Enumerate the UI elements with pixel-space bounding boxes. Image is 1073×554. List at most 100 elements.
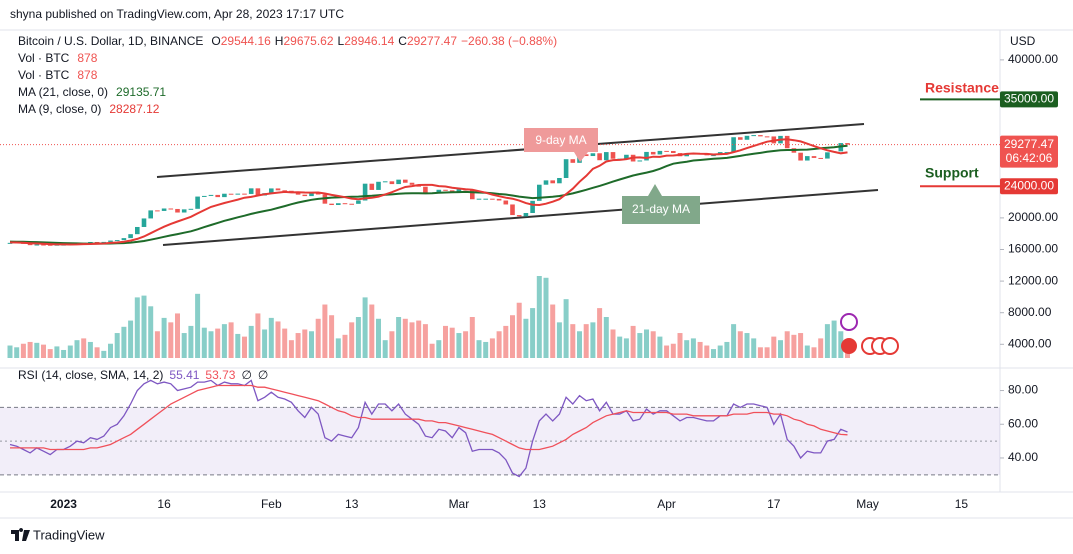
candle [490, 198, 495, 200]
rsi-line [9, 379, 848, 478]
y-tick-label: 8000.00 [1008, 305, 1052, 319]
price-unit: USD [1010, 34, 1036, 48]
candle [47, 244, 53, 246]
candle [94, 241, 100, 243]
candle [764, 136, 770, 138]
volume-bar [577, 331, 582, 358]
candle [657, 150, 663, 155]
volume-bar [811, 347, 817, 358]
volume-bar [824, 324, 830, 358]
candle [811, 156, 817, 158]
volume-bar [282, 328, 288, 358]
ohlc-value: 29544.16 [221, 34, 271, 48]
legend-row: Vol · BTC 878 [18, 51, 98, 65]
volume-bar [791, 334, 797, 358]
candle [289, 190, 294, 192]
volume-bar [228, 322, 234, 358]
candle [369, 183, 375, 190]
volume-bar [389, 331, 395, 358]
ohlc-value: 29277.47 [407, 34, 457, 48]
y-tick-label: 12000.00 [1008, 273, 1058, 287]
volume-bar [436, 340, 442, 358]
candle [34, 244, 40, 246]
candle [784, 135, 790, 149]
volume-bar [429, 343, 435, 358]
volume-bar [141, 295, 147, 358]
volume-bar [831, 320, 837, 358]
volume-bar [362, 297, 368, 358]
candle [302, 194, 308, 197]
volume-bar [275, 321, 281, 358]
last-price-box [1000, 135, 1058, 168]
volume-bar [784, 331, 790, 358]
volume-bar [134, 297, 140, 358]
volume-bar [322, 304, 328, 358]
ma-value: 28287.12 [109, 102, 159, 116]
volume-bar [757, 347, 763, 358]
volume-bar [235, 333, 241, 358]
last-price-label: 29277.47 [1004, 137, 1054, 151]
ma-line [9, 144, 848, 245]
volume-bar [764, 347, 770, 358]
annotation-21day: 21-day MA [632, 202, 690, 216]
candle [650, 151, 656, 155]
candle [188, 208, 194, 210]
volume-bar [74, 340, 80, 358]
ohlc-value: 29675.62 [283, 34, 333, 48]
rsi-y-tick-label: 80.00 [1008, 383, 1038, 397]
volume-bar [798, 333, 804, 358]
volume-bar [516, 302, 522, 358]
volume-bar [34, 342, 40, 358]
volume-bar [563, 299, 569, 358]
volume-name: Vol · BTC [18, 68, 70, 82]
volume-bar [704, 345, 710, 358]
candle [530, 200, 535, 213]
legend-row: MA (9, close, 0) 28287.12 [18, 102, 160, 116]
volume-bar [737, 331, 743, 358]
candle [148, 210, 153, 219]
candle [349, 203, 354, 205]
volume-bar [268, 317, 274, 358]
candle [101, 241, 107, 243]
volume-bar [543, 277, 549, 358]
volume-bar [463, 331, 469, 358]
volume-bar [523, 318, 529, 358]
ma-value: 29135.71 [116, 85, 166, 99]
volume-bar [476, 340, 482, 358]
volume-bar [288, 340, 294, 358]
volume-bar [731, 324, 737, 358]
candle [168, 208, 174, 210]
volume-bar [402, 318, 408, 358]
volume-bar [208, 331, 214, 358]
candle [557, 177, 562, 184]
volume-bar [41, 344, 46, 358]
candle [342, 203, 348, 205]
icon-lightning [840, 313, 858, 331]
support-label: Support [925, 165, 979, 181]
volume-bar [382, 340, 388, 358]
candle [403, 179, 408, 183]
candle [108, 240, 113, 242]
volume-bar [530, 308, 536, 358]
volume-bar [54, 346, 60, 358]
candle [624, 154, 629, 159]
candle [751, 135, 756, 137]
resistance-label: Resistance [925, 80, 999, 96]
candle [248, 188, 254, 194]
volume-bar [61, 349, 67, 358]
candle [664, 150, 669, 152]
ma-name: MA (9, close, 0) [18, 102, 101, 116]
candle [443, 189, 448, 191]
volume-bar [409, 322, 415, 358]
volume-bar [690, 338, 696, 358]
x-tick-label: Apr [657, 497, 676, 511]
legend-row: Bitcoin / U.S. Dollar, 1D, BINANCE O29544… [18, 34, 557, 48]
candle [550, 180, 555, 184]
annotation-21day-box [622, 184, 700, 224]
volume-bar [657, 336, 663, 358]
candle [470, 190, 475, 200]
volume-bar [47, 349, 53, 358]
candle [516, 215, 522, 217]
x-tick-label: 16 [157, 497, 171, 511]
